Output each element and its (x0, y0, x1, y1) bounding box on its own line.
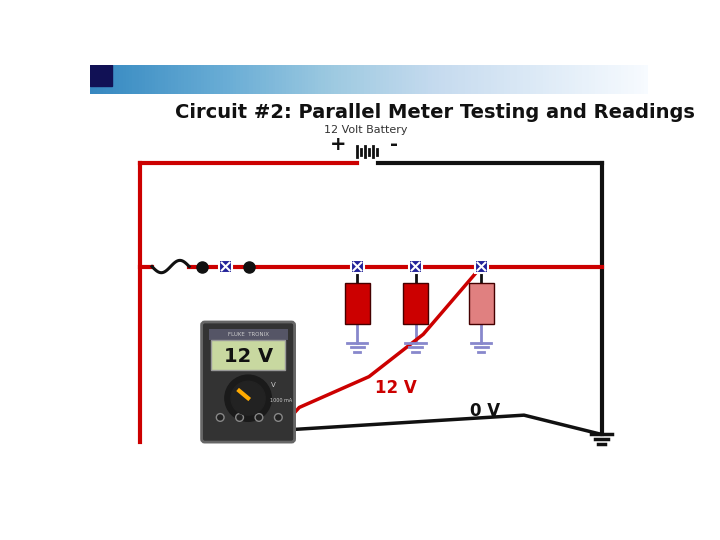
Text: 12 Volt Battery: 12 Volt Battery (324, 125, 408, 135)
FancyBboxPatch shape (202, 322, 294, 442)
Text: FLUKE  TRONIX: FLUKE TRONIX (228, 332, 269, 337)
Text: +: + (330, 134, 346, 153)
Circle shape (255, 414, 263, 421)
Text: V: V (271, 382, 276, 388)
Bar (220, 260, 232, 273)
Bar (469, 284, 494, 323)
Bar (409, 260, 422, 273)
Bar (211, 340, 285, 370)
Text: 12 V: 12 V (375, 379, 417, 397)
Circle shape (216, 414, 224, 421)
Bar (90, 65, 112, 86)
Text: -: - (390, 134, 397, 153)
Text: 0 V: 0 V (469, 402, 500, 420)
Text: Circuit #2: Parallel Meter Testing and Readings: Circuit #2: Parallel Meter Testing and R… (175, 103, 695, 122)
Bar (475, 260, 487, 273)
Bar (345, 284, 370, 323)
Bar (403, 284, 428, 323)
Circle shape (231, 381, 265, 415)
Text: 1000 mA: 1000 mA (270, 398, 292, 403)
Circle shape (274, 414, 282, 421)
Text: 12 V: 12 V (223, 347, 273, 366)
Circle shape (225, 375, 271, 421)
Circle shape (235, 414, 243, 421)
Bar (351, 260, 364, 273)
Bar (209, 329, 287, 340)
